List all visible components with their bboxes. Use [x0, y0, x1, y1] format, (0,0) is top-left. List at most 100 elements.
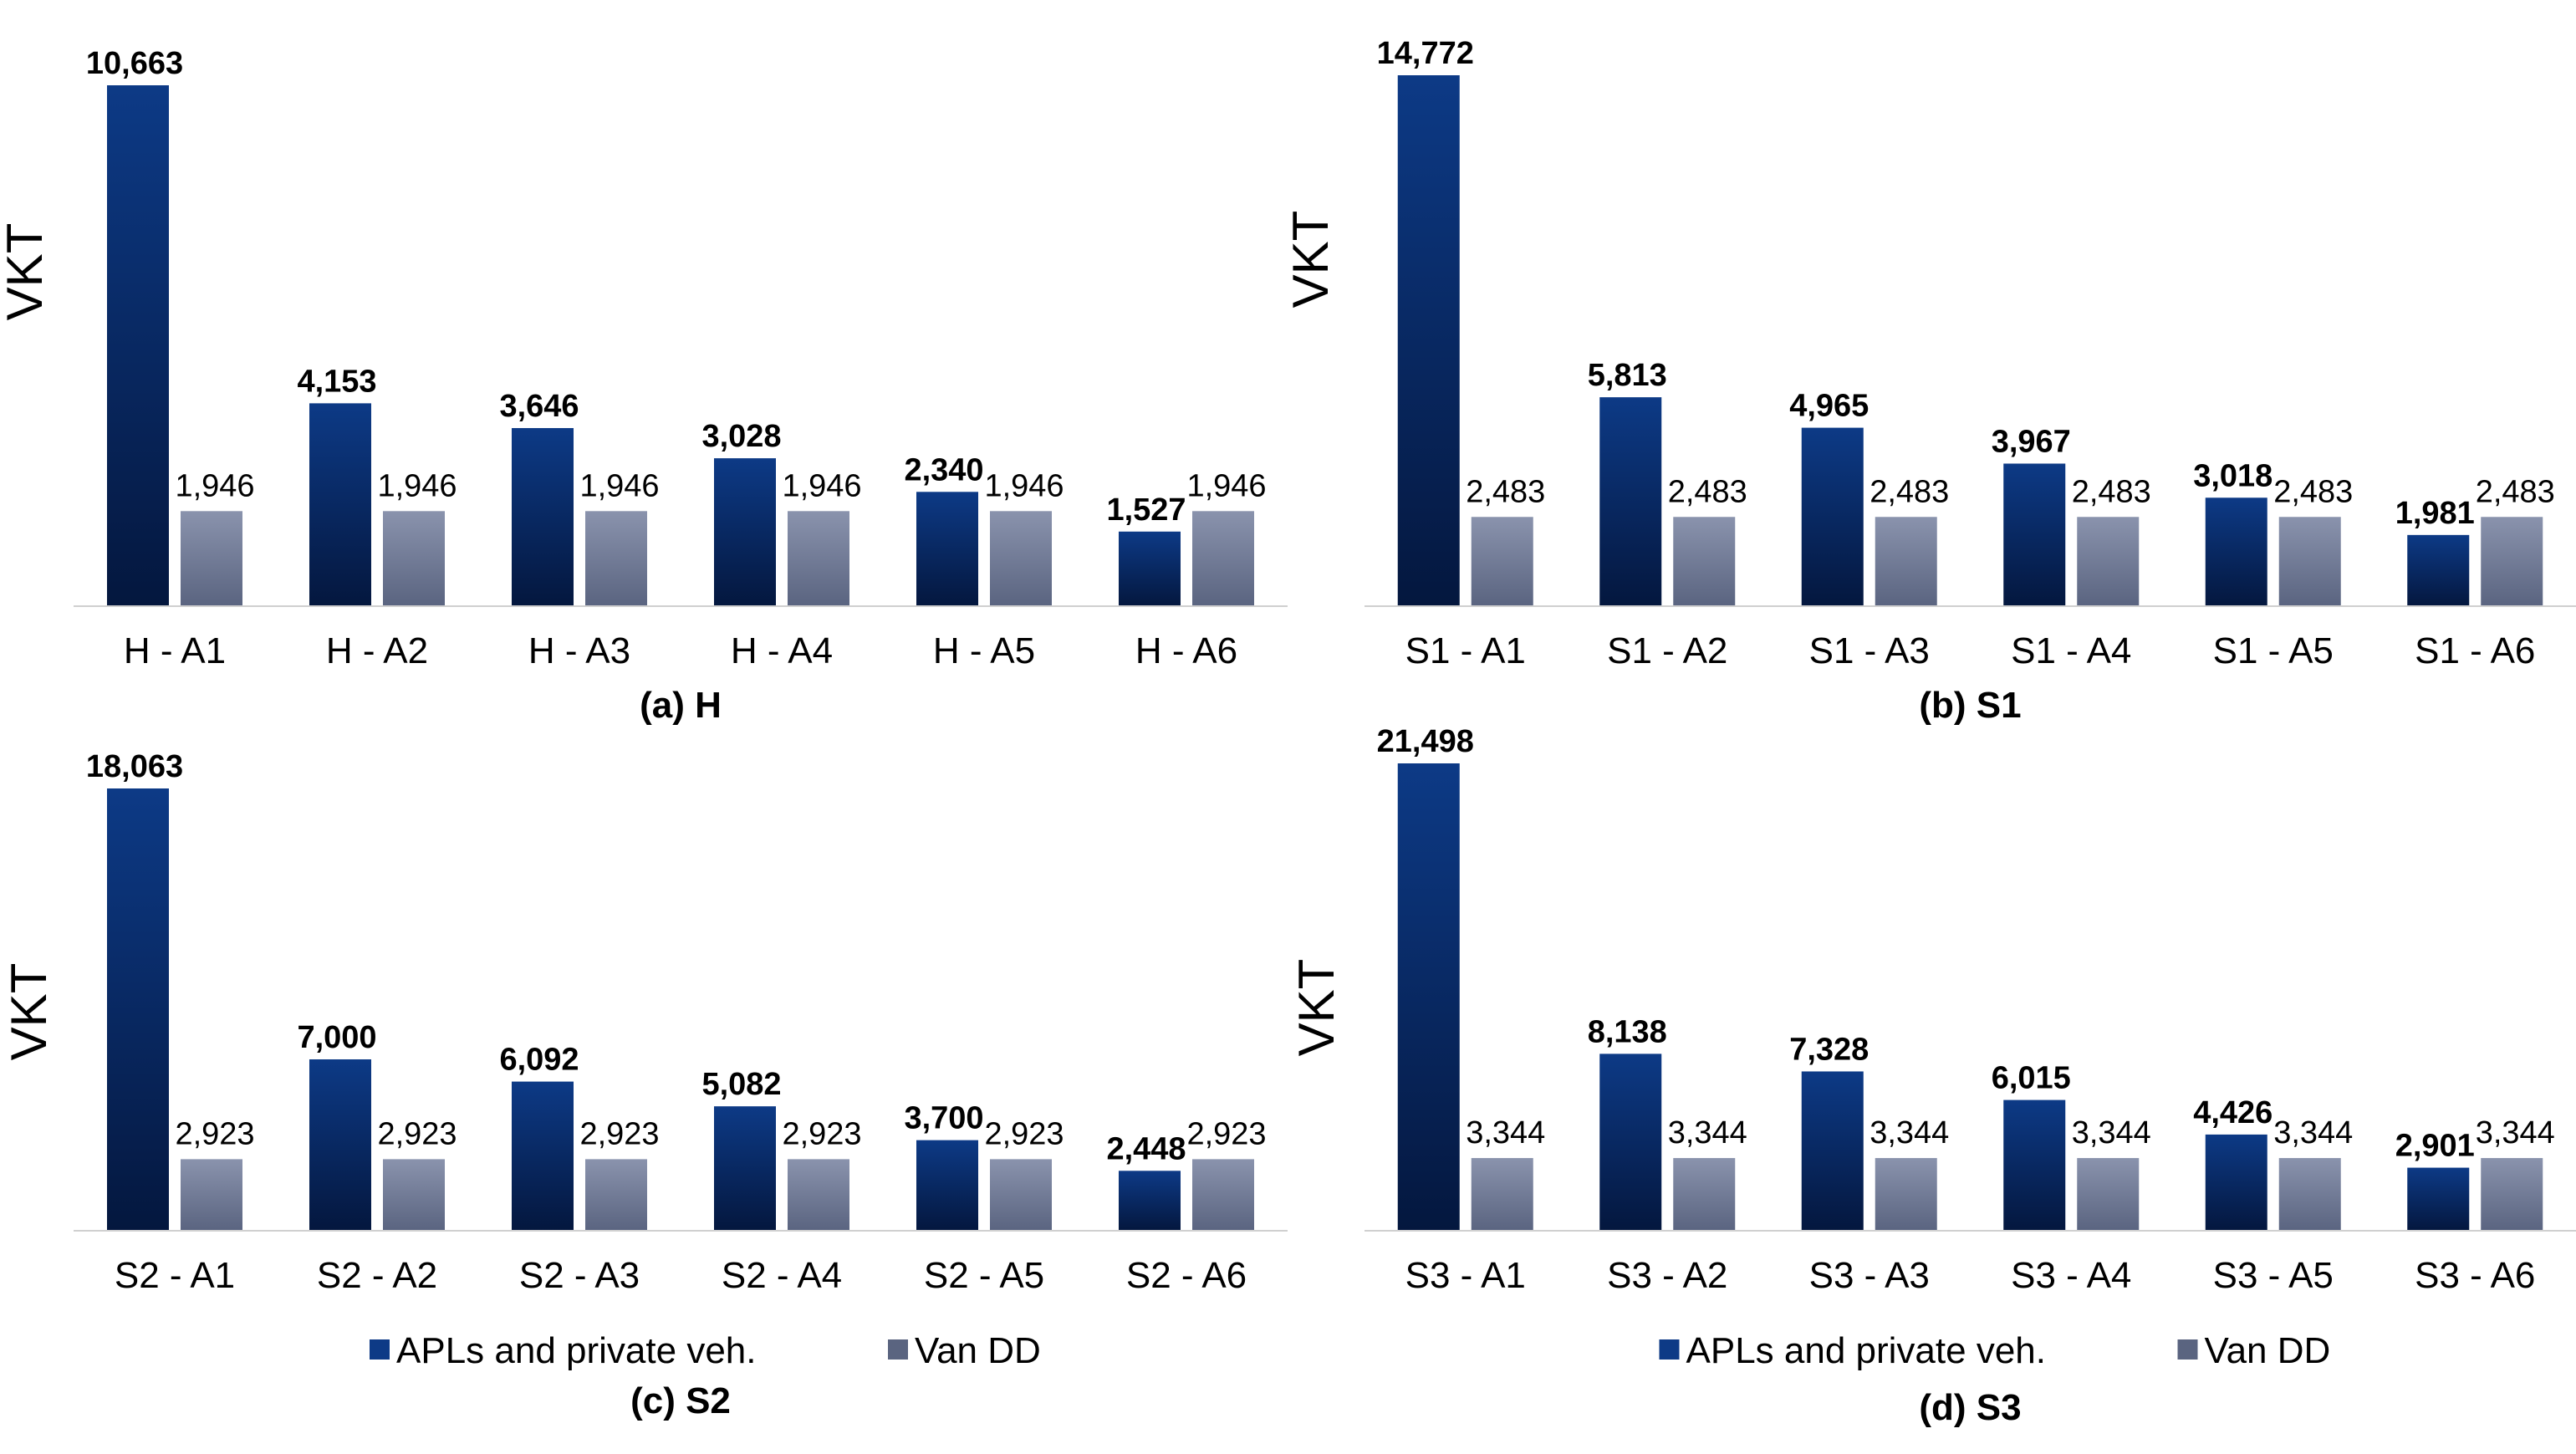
- legend-swatch-van: [2177, 1339, 2198, 1360]
- data-label-apl: 14,772: [1377, 36, 1474, 71]
- bar-apl: [309, 403, 371, 606]
- data-label-van: 3,344: [1870, 1115, 1949, 1150]
- panel-caption: (b) S1: [1919, 685, 2021, 726]
- category-label: S2 - A5: [924, 1255, 1044, 1296]
- data-label-van: 2,923: [175, 1116, 254, 1151]
- bar-apl: [512, 1081, 574, 1231]
- data-label-apl: 5,082: [701, 1067, 781, 1102]
- panel-caption: (a) H: [640, 685, 722, 726]
- bar-apl: [1801, 427, 1864, 606]
- category-label: S1 - A5: [2213, 630, 2334, 671]
- data-label-van: 2,483: [2072, 474, 2151, 509]
- category-label: S3 - A4: [2011, 1255, 2131, 1296]
- data-label-van: 2,923: [782, 1116, 861, 1151]
- category-label: H - A3: [528, 630, 630, 671]
- data-label-apl: 1,527: [1106, 492, 1186, 528]
- data-label-apl: 18,063: [86, 749, 183, 784]
- bar-van: [1673, 517, 1736, 606]
- data-label-apl: 7,000: [297, 1020, 376, 1055]
- bar-van: [788, 1159, 849, 1231]
- bar-apl: [1599, 1054, 1662, 1231]
- data-label-van: 2,483: [2273, 474, 2353, 509]
- y-axis-title: VKT: [1283, 211, 1339, 309]
- chart-panel-2: VKT 14,772 2,483 S1 - A1 5,813 2,483 S1 - A2 4,…: [1283, 36, 2576, 726]
- bar-van: [585, 511, 647, 606]
- category-label: S1 - A3: [1809, 630, 1930, 671]
- bar-van: [1875, 1158, 1937, 1231]
- legend-swatch-apl: [1659, 1339, 1680, 1360]
- bar-apl: [1599, 397, 1662, 606]
- category-label: H - A4: [731, 630, 833, 671]
- data-label-van: 3,344: [1668, 1115, 1747, 1150]
- data-label-apl: 8,138: [1588, 1014, 1667, 1049]
- bar-apl: [916, 492, 978, 606]
- bar-van: [2077, 1158, 2140, 1231]
- data-label-apl: 2,901: [2395, 1129, 2475, 1164]
- category-label: H - A1: [124, 630, 226, 671]
- bar-van: [990, 1159, 1052, 1231]
- data-label-apl: 10,663: [86, 46, 183, 81]
- bar-apl: [714, 1106, 776, 1231]
- data-label-van: 2,483: [1466, 474, 1545, 509]
- data-label-apl: 5,813: [1588, 358, 1667, 393]
- legend-label-van: Van DD: [915, 1330, 1041, 1371]
- data-label-van: 1,946: [984, 468, 1064, 503]
- legend-label-apl: APLs and private veh.: [1686, 1330, 2046, 1371]
- bar-van: [585, 1159, 647, 1231]
- y-axis-title: VKT: [1288, 959, 1344, 1057]
- category-label: S1 - A2: [1607, 630, 1727, 671]
- category-label: S3 - A6: [2415, 1255, 2535, 1296]
- bar-van: [990, 511, 1052, 606]
- category-label: S3 - A3: [1809, 1255, 1930, 1296]
- bar-van: [2278, 1158, 2341, 1231]
- bar-apl: [2205, 1134, 2267, 1231]
- bar-van: [1471, 517, 1533, 606]
- bar-apl: [1397, 763, 1460, 1231]
- bar-van: [383, 511, 445, 606]
- bar-van: [2481, 517, 2543, 606]
- category-label: S2 - A4: [722, 1255, 842, 1296]
- data-label-apl: 6,092: [499, 1043, 579, 1078]
- bar-van: [1875, 517, 1937, 606]
- data-label-apl: 2,340: [904, 452, 983, 487]
- bar-van: [1192, 1159, 1254, 1231]
- bar-van: [788, 511, 849, 606]
- bar-apl: [2205, 497, 2267, 606]
- bar-apl: [2003, 1099, 2066, 1231]
- data-label-apl: 4,965: [1789, 389, 1869, 424]
- category-label: H - A6: [1135, 630, 1237, 671]
- panel-caption: (d) S3: [1919, 1387, 2021, 1428]
- category-label: S2 - A1: [115, 1255, 235, 1296]
- bar-apl: [2407, 1167, 2470, 1231]
- bar-van: [1192, 511, 1254, 606]
- data-label-van: 2,923: [1186, 1116, 1266, 1151]
- data-label-van: 1,946: [579, 468, 659, 503]
- data-label-apl: 3,700: [904, 1101, 983, 1136]
- panel-caption: (c) S2: [630, 1380, 731, 1421]
- bar-apl: [2003, 463, 2066, 606]
- chart-panel-1: VKT 10,663 1,946 H - A1 4,153 1,946 H - A2 3,64…: [0, 46, 1288, 726]
- bar-van: [181, 1159, 242, 1231]
- chart-panel-3: VKT 18,063 2,923 S2 - A1 7,000 2,923 S2 - A2 6,…: [1, 749, 1288, 1421]
- legend-swatch-apl: [370, 1339, 390, 1360]
- data-label-apl: 3,018: [2193, 458, 2272, 493]
- data-label-van: 1,946: [175, 468, 254, 503]
- y-axis-title: VKT: [1, 963, 57, 1061]
- data-label-van: 2,923: [579, 1116, 659, 1151]
- legend: APLs and private veh. Van DD: [1659, 1330, 2331, 1371]
- bar-apl: [512, 427, 574, 606]
- legend-label-van: Van DD: [2205, 1330, 2331, 1371]
- data-label-van: 2,483: [2476, 474, 2555, 509]
- bar-apl: [1119, 531, 1181, 606]
- bar-apl: [916, 1140, 978, 1231]
- data-label-apl: 1,981: [2395, 496, 2475, 531]
- data-label-van: 3,344: [2273, 1115, 2353, 1150]
- data-label-apl: 3,646: [499, 389, 579, 424]
- chart-panel-4: VKT 21,498 3,344 S3 - A1 8,138 3,344 S3 - A2 7,…: [1288, 724, 2576, 1428]
- legend-swatch-van: [888, 1339, 908, 1360]
- category-label: S3 - A5: [2213, 1255, 2334, 1296]
- category-label: S3 - A1: [1405, 1255, 1526, 1296]
- data-label-van: 2,923: [377, 1116, 457, 1151]
- bar-van: [181, 511, 242, 606]
